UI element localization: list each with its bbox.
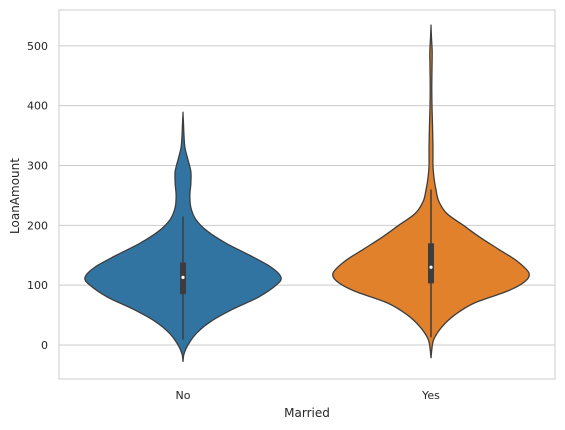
violin-median-dot	[181, 276, 184, 279]
y-tick-label: 300	[27, 160, 48, 173]
violin-iqr-box	[428, 243, 434, 283]
y-tick-label: 100	[27, 279, 48, 292]
x-tick-label: Yes	[421, 389, 440, 402]
y-tick-label: 200	[27, 219, 48, 232]
y-axis-label: LoanAmount	[8, 158, 22, 234]
x-axis-label: Married	[284, 406, 330, 420]
x-tick-labels: No Yes	[176, 389, 441, 402]
y-tick-labels: 0 100 200 300 400 500	[27, 40, 48, 352]
violin-median-dot	[429, 266, 432, 269]
y-tick-label: 400	[27, 100, 48, 113]
y-tick-label: 0	[41, 339, 48, 352]
x-tick-label: No	[176, 389, 191, 402]
violins	[85, 25, 529, 362]
violin-yes	[333, 25, 530, 358]
y-tick-label: 500	[27, 40, 48, 53]
plot-frame	[59, 10, 555, 379]
violin-no	[85, 112, 281, 362]
